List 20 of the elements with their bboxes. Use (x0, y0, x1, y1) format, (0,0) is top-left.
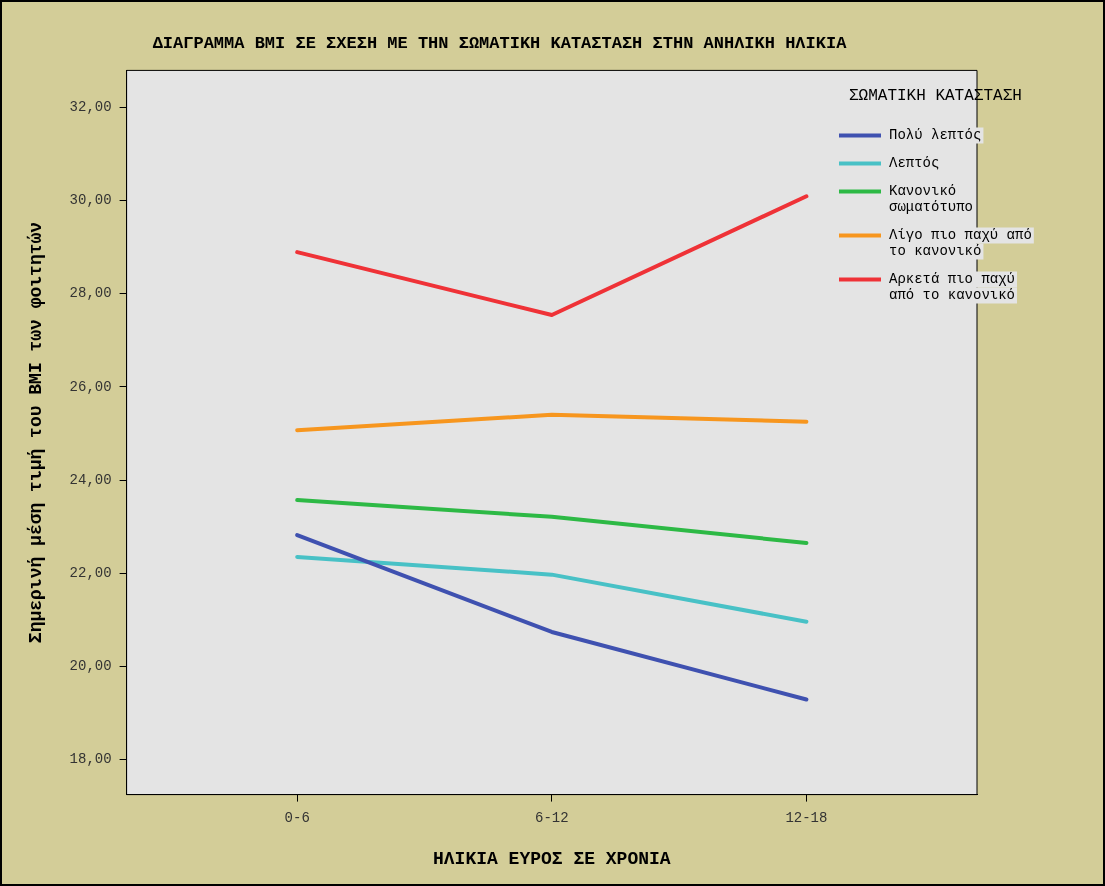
y-tick-label: 30,00 (69, 192, 112, 209)
x-axis-title: ΗΛΙΚΙΑ ΕΥΡΟΣ ΣΕ ΧΡΟΝΙΑ (432, 848, 671, 869)
y-tick-label: 18,00 (69, 751, 112, 768)
legend-label: Αρκετά πιο παχύ από το κανονικό (889, 271, 1016, 304)
legend-label: Λίγο πιο παχύ από το κανονικό (889, 227, 1032, 260)
x-tick-label: 0-6 (284, 809, 310, 826)
x-tick-label: 6-12 (535, 809, 569, 826)
x-tick-label: 12-18 (785, 809, 828, 826)
legend-label: Κανονικό σωματότυπο (889, 183, 974, 216)
y-tick-label: 22,00 (69, 564, 112, 581)
chart-title: ΔΙΑΓΡΑΜΜΑ BMI ΣΕ ΣΧΕΣΗ ΜΕ ΤΗΝ ΣΩΜΑΤΙΚΗ ΚΑΤΑΣΤΑΣΗ ΣΤΗΝ ΑΝΗΛΙΚΗ ΗΛΙΚΙΑ (152, 34, 848, 54)
legend-label: Λεπτός (889, 155, 940, 172)
y-tick-label: 24,00 (69, 471, 112, 488)
y-axis-title: Σημερινή μέση τιμή του BMI των φοιτητών (26, 221, 47, 644)
y-tick-label: 28,00 (69, 285, 112, 302)
y-tick-label: 20,00 (69, 658, 112, 675)
legend-title: ΣΩΜΑΤΙΚΗ ΚΑΤΑΣΤΑΣΗ (849, 86, 1022, 105)
y-tick-label: 32,00 (69, 98, 112, 115)
y-tick-label: 26,00 (69, 378, 112, 395)
legend-label: Πολύ λεπτός (889, 127, 982, 144)
